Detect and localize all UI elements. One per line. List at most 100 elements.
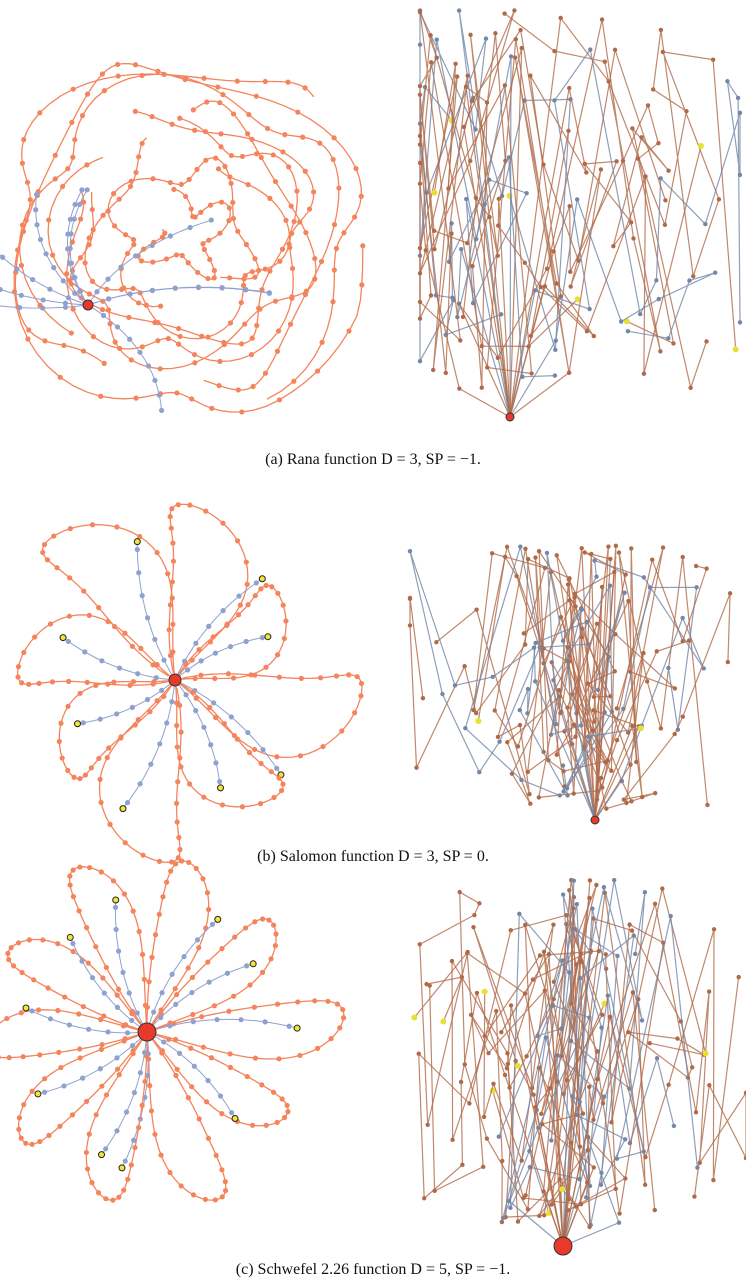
node (235, 387, 241, 393)
edge-path (509, 128, 708, 418)
node (512, 8, 517, 13)
node (149, 114, 155, 120)
node (330, 156, 336, 163)
node (490, 674, 495, 680)
node (663, 198, 668, 203)
node (258, 760, 264, 767)
node (162, 230, 168, 236)
node (267, 195, 273, 201)
node (495, 253, 500, 258)
node (587, 306, 592, 312)
node (460, 1162, 465, 1168)
node (119, 286, 125, 292)
node (222, 1188, 229, 1194)
node (629, 928, 635, 933)
node (615, 953, 620, 959)
node (658, 349, 663, 354)
node (43, 251, 49, 257)
node (124, 250, 131, 257)
node (116, 1072, 122, 1078)
node (508, 54, 514, 59)
node (568, 269, 573, 275)
node (127, 183, 134, 190)
node (231, 993, 237, 999)
node (127, 291, 133, 297)
node (245, 729, 251, 736)
node (541, 949, 547, 954)
edge-path (562, 901, 746, 1247)
node (358, 680, 365, 687)
node (80, 1075, 86, 1081)
node (6, 956, 12, 963)
node (566, 370, 572, 376)
node (105, 208, 111, 214)
node (57, 374, 63, 380)
node (688, 385, 693, 390)
node (220, 608, 226, 614)
node (77, 1055, 83, 1061)
node (200, 1044, 206, 1050)
node (110, 1197, 116, 1203)
node (272, 298, 279, 304)
node (626, 598, 631, 604)
node (522, 260, 528, 265)
node (351, 214, 358, 220)
node (484, 1136, 490, 1141)
edge-path (543, 890, 582, 1247)
node (417, 160, 423, 166)
node (111, 679, 117, 685)
node (252, 593, 258, 599)
node (176, 1050, 183, 1057)
node (618, 319, 624, 324)
edge-path (0, 1009, 148, 1059)
node (175, 325, 182, 332)
node (60, 278, 66, 284)
node (227, 174, 233, 180)
node (268, 769, 274, 775)
node (47, 621, 54, 627)
node (542, 284, 548, 289)
node (697, 1160, 702, 1166)
node (205, 1077, 211, 1084)
node (282, 132, 288, 138)
node (528, 801, 533, 806)
node (263, 582, 269, 589)
node (174, 819, 180, 825)
node (177, 333, 183, 340)
node (481, 1114, 487, 1120)
node (190, 1011, 196, 1018)
node (317, 140, 323, 146)
node (199, 1014, 205, 1020)
node (195, 269, 201, 276)
node (643, 1155, 648, 1160)
node (571, 722, 577, 727)
node (97, 716, 103, 722)
node (246, 111, 252, 118)
node (198, 658, 204, 664)
node (125, 1176, 131, 1182)
node (37, 236, 44, 243)
node (666, 336, 671, 341)
node (142, 1049, 148, 1056)
node (666, 1082, 671, 1087)
node (587, 895, 592, 901)
node (417, 299, 423, 305)
node (116, 1194, 122, 1200)
node (83, 1149, 90, 1156)
node (165, 335, 171, 342)
node (19, 160, 25, 166)
node (279, 1096, 285, 1102)
node (62, 304, 69, 310)
node (79, 187, 85, 193)
node (606, 544, 611, 549)
node (599, 584, 605, 590)
node (353, 165, 359, 172)
node (139, 140, 145, 147)
node (203, 508, 209, 514)
node (505, 1051, 510, 1056)
node (263, 664, 269, 670)
node (99, 1041, 105, 1048)
node (291, 218, 297, 225)
node (360, 243, 366, 249)
node (172, 1036, 179, 1043)
